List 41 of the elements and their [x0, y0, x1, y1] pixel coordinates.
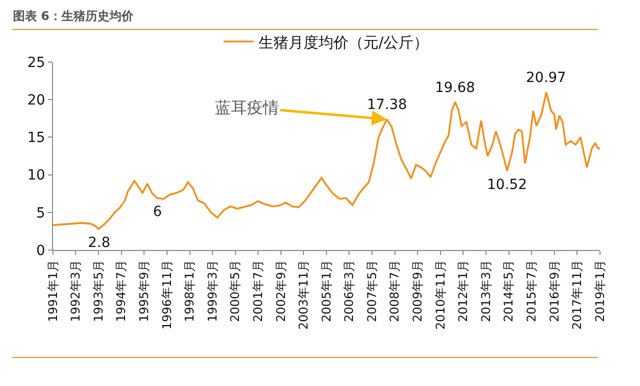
x-tick-label: 1996年11月 [160, 260, 174, 330]
x-tick-label: 2015年7月 [524, 260, 538, 322]
x-tick-label: 2014年5月 [502, 260, 516, 322]
x-tick-label: 1991年1月 [46, 260, 60, 322]
x-tick-label: 1993年5月 [91, 260, 106, 322]
y-tick-label: 20 [27, 92, 46, 108]
y-tick-label: 25 [27, 54, 46, 71]
x-tick-label: 2007年5月 [364, 260, 379, 322]
x-tick-label: 2017年11月 [570, 260, 584, 330]
y-tick-label: 0 [36, 242, 46, 259]
line-series [53, 91, 600, 230]
x-tick-label: 2005年1月 [319, 260, 334, 322]
x-tick-label: 2002年9月 [274, 260, 288, 322]
x-tick-label: 1995年9月 [137, 260, 152, 322]
annotation: 20.97 [526, 70, 566, 86]
annotation: 2.8 [88, 235, 110, 251]
x-tick-label: 2010年11月 [433, 260, 448, 330]
x-tick-label: 2016年9月 [547, 260, 562, 322]
x-tick-label: 2019年1月 [592, 260, 607, 322]
annotation: 6 [153, 204, 162, 220]
chart-title: 图表 6：生猪历史均价 [12, 8, 134, 23]
annotation: 蓝耳疫情 [215, 98, 279, 117]
annotation: 10.52 [487, 177, 528, 193]
x-tick-label: 2003年11月 [296, 260, 311, 330]
x-tick-label: 2000年5月 [228, 260, 242, 322]
x-tick-label: 2008年7月 [388, 260, 402, 322]
x-tick-label: 2001年7月 [250, 260, 265, 322]
x-tick-label: 1998年1月 [182, 260, 197, 322]
y-tick-label: 10 [27, 168, 46, 184]
annotation: 17.38 [367, 97, 408, 113]
annotation: 19.68 [435, 80, 476, 96]
x-tick-label: 2009年9月 [410, 260, 425, 322]
legend-label: 生猪月度均价（元/公斤） [258, 33, 429, 52]
x-tick-label: 1992年3月 [68, 260, 83, 322]
x-tick-label: 2012年1月 [456, 260, 470, 322]
x-tick-label: 2006年3月 [342, 260, 356, 322]
y-tick-label: 15 [27, 130, 46, 146]
x-tick-label: 1999年3月 [205, 260, 220, 322]
x-tick-label: 2013年3月 [478, 260, 493, 322]
y-tick-label: 5 [36, 205, 46, 222]
x-tick-label: 1994年7月 [114, 260, 128, 322]
